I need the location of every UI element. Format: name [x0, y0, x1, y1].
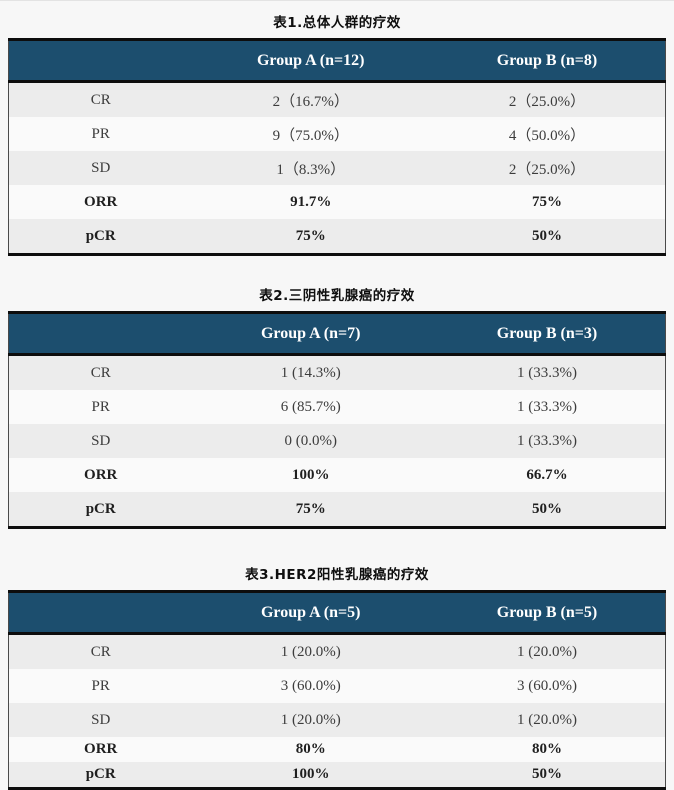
table2-title: 表2.三阴性乳腺癌的疗效: [259, 288, 415, 304]
row-label: CR: [8, 81, 193, 117]
row-label: CR: [8, 633, 193, 669]
table1-title: 表1.总体人群的疗效: [273, 15, 401, 31]
row-label: ORR: [8, 737, 193, 762]
table1-header-group-b: Group B (n=8): [428, 38, 666, 83]
table-row-pcr: pCR 75% 50%: [8, 219, 666, 255]
cell-group-b: 2（25.0%）: [428, 151, 666, 185]
cell-group-a: 100%: [192, 458, 429, 492]
cell-group-b: 50%: [428, 492, 666, 528]
cell-group-a: 6 (85.7%): [192, 390, 429, 424]
table-row-pr: PR 6 (85.7%) 1 (33.3%): [8, 390, 666, 424]
table-row-pcr: pCR 75% 50%: [8, 492, 666, 528]
table2-header-group-b: Group B (n=3): [428, 311, 666, 356]
cell-group-a: 100%: [192, 762, 429, 789]
cell-group-a: 1 (20.0%): [192, 633, 429, 669]
row-label: pCR: [8, 492, 193, 528]
table-row-orr: ORR 80% 80%: [8, 737, 666, 762]
table-row-pr: PR 3 (60.0%) 3 (60.0%): [8, 669, 666, 703]
table-row-sd: SD 1（8.3%） 2（25.0%）: [8, 151, 666, 185]
cell-group-a: 1 (14.3%): [192, 354, 429, 390]
cell-group-b: 50%: [428, 219, 666, 255]
table-row-cr: CR 2（16.7%） 2（25.0%）: [8, 81, 666, 117]
cell-group-b: 1 (33.3%): [428, 424, 666, 458]
row-label: ORR: [8, 458, 193, 492]
row-label: SD: [8, 424, 193, 458]
row-label: SD: [8, 151, 193, 185]
row-label: CR: [8, 354, 193, 390]
table1-header-empty: [8, 38, 193, 83]
cell-group-a: 3 (60.0%): [192, 669, 429, 703]
cell-group-b: 1 (20.0%): [428, 633, 666, 669]
table-row-pr: PR 9（75.0%） 4（50.0%）: [8, 117, 666, 151]
table3-title: 表3.HER2阳性乳腺癌的疗效: [245, 567, 429, 583]
cell-group-a: 0 (0.0%): [192, 424, 429, 458]
cell-group-a: 1（8.3%）: [192, 151, 429, 185]
table3-her2-positive: Group A (n=5) Group B (n=5) CR 1 (20.0%)…: [8, 590, 666, 790]
cell-group-b: 1 (20.0%): [428, 703, 666, 737]
row-label: SD: [8, 703, 193, 737]
row-label: ORR: [8, 185, 193, 219]
cell-group-b: 50%: [428, 762, 666, 789]
table1-overall-population: Group A (n=12) Group B (n=8) CR 2（16.7%）…: [8, 38, 666, 256]
overall-population-section: 表1.总体人群的疗效 Group A (n=12) Group B (n=8) …: [8, 1, 666, 256]
row-label: PR: [8, 390, 193, 424]
table-row-cr: CR 1 (20.0%) 1 (20.0%): [8, 633, 666, 669]
cell-group-b: 80%: [428, 737, 666, 762]
triple-negative-section: 表2.三阴性乳腺癌的疗效 Group A (n=7) Group B (n=3)…: [8, 256, 666, 529]
table3-header-group-b: Group B (n=5): [428, 590, 666, 635]
table2-header-empty: [8, 311, 193, 356]
cell-group-a: 2（16.7%）: [192, 81, 429, 117]
table2-header-group-a: Group A (n=7): [192, 311, 429, 356]
cell-group-b: 4（50.0%）: [428, 117, 666, 151]
cell-group-b: 2（25.0%）: [428, 81, 666, 117]
cell-group-b: 66.7%: [428, 458, 666, 492]
table-row-pcr: pCR 100% 50%: [8, 762, 666, 789]
cell-group-a: 75%: [192, 219, 429, 255]
cell-group-a: 80%: [192, 737, 429, 762]
row-label: PR: [8, 117, 193, 151]
table2-header-row: Group A (n=7) Group B (n=3): [8, 311, 666, 356]
cell-group-a: 91.7%: [192, 185, 429, 219]
table1-header-row: Group A (n=12) Group B (n=8): [8, 38, 666, 83]
table3-header-empty: [8, 590, 193, 635]
cell-group-b: 75%: [428, 185, 666, 219]
cell-group-a: 9（75.0%）: [192, 117, 429, 151]
table-row-orr: ORR 100% 66.7%: [8, 458, 666, 492]
row-label: pCR: [8, 219, 193, 255]
cell-group-b: 1 (33.3%): [428, 354, 666, 390]
table-row-cr: CR 1 (14.3%) 1 (33.3%): [8, 354, 666, 390]
row-label: pCR: [8, 762, 193, 789]
table2-triple-negative: Group A (n=7) Group B (n=3) CR 1 (14.3%)…: [8, 311, 666, 529]
table-row-sd: SD 1 (20.0%) 1 (20.0%): [8, 703, 666, 737]
table1-header-group-a: Group A (n=12): [192, 38, 429, 83]
table3-header-group-a: Group A (n=5): [192, 590, 429, 635]
table-row-orr: ORR 91.7% 75%: [8, 185, 666, 219]
row-label: PR: [8, 669, 193, 703]
cell-group-b: 3 (60.0%): [428, 669, 666, 703]
her2-positive-section: 表3.HER2阳性乳腺癌的疗效 Group A (n=5) Group B (n…: [8, 529, 666, 790]
table3-header-row: Group A (n=5) Group B (n=5): [8, 590, 666, 635]
cell-group-b: 1 (33.3%): [428, 390, 666, 424]
cell-group-a: 1 (20.0%): [192, 703, 429, 737]
table-row-sd: SD 0 (0.0%) 1 (33.3%): [8, 424, 666, 458]
cell-group-a: 75%: [192, 492, 429, 528]
